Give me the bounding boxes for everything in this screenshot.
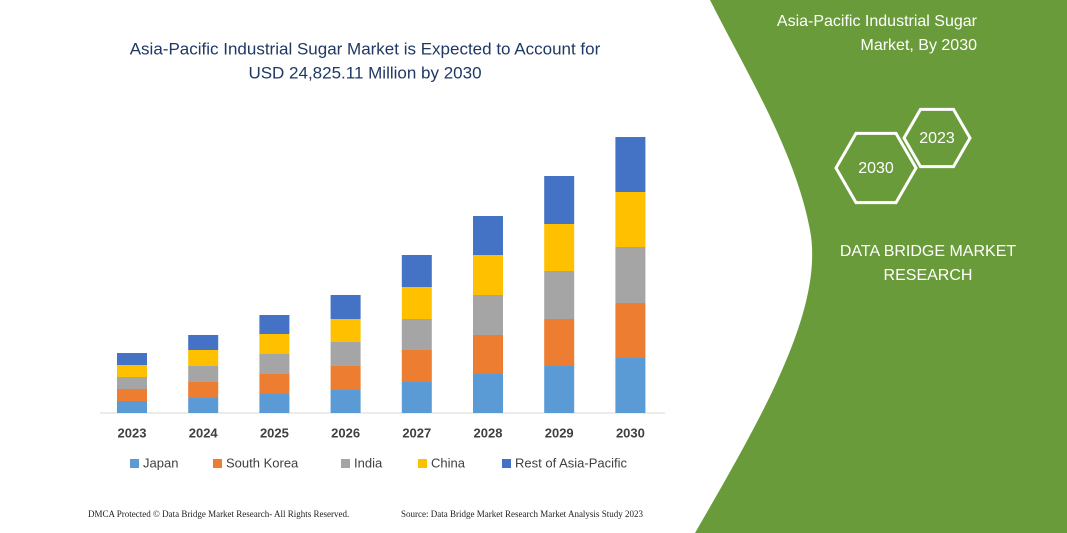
bar-segment [188, 350, 219, 366]
bar-segment [544, 319, 575, 366]
bar-segment [259, 394, 290, 413]
bar-segment [401, 255, 432, 287]
bar-segment [188, 366, 219, 382]
bar-segment [473, 255, 503, 295]
bar-segment [544, 176, 575, 224]
x-tick-label: 2023 [118, 425, 147, 440]
bar-segment [401, 350, 432, 382]
panel-heading: Asia-Pacific Industrial Sugar [777, 13, 978, 30]
x-tick-label: 2025 [260, 425, 289, 440]
legend-label: Rest of Asia-Pacific [515, 455, 627, 470]
bar-segment [544, 271, 575, 319]
legend-label: Japan [143, 455, 178, 470]
legend-swatch [130, 459, 139, 468]
bar-segment [401, 287, 432, 319]
bar-segment [259, 315, 290, 334]
x-tick-label: 2027 [402, 425, 431, 440]
bar-segment [401, 319, 432, 350]
bar-segment [473, 335, 503, 374]
hexagon-label: 2023 [919, 130, 955, 147]
bar-segment [401, 382, 432, 413]
bar-segment [117, 353, 147, 365]
bar-segment [188, 382, 219, 398]
bar-segment [544, 366, 575, 413]
bar-segment [117, 389, 147, 401]
bar-segment [259, 354, 290, 374]
bar-segment [117, 365, 147, 377]
x-tick-label: 2028 [474, 425, 503, 440]
bar-segment [117, 377, 147, 389]
hexagon-label: 2030 [858, 160, 894, 177]
brand-name: RESEARCH [884, 267, 973, 284]
bar-segment [615, 137, 646, 192]
bar-segment [330, 342, 361, 366]
bar-segment [544, 224, 575, 271]
bar-segment [615, 247, 646, 303]
x-tick-label: 2024 [189, 425, 219, 440]
bar-segment [330, 366, 361, 390]
legend-label: South Korea [226, 455, 299, 470]
legend-swatch [213, 459, 222, 468]
legend-swatch [418, 459, 427, 468]
bar-segment [188, 398, 219, 413]
bar-segment [330, 295, 361, 319]
bar-segment [330, 390, 361, 413]
x-tick-label: 2026 [331, 425, 360, 440]
x-tick-label: 2030 [616, 425, 645, 440]
side-panel [695, 0, 1067, 533]
bar-segment [117, 401, 147, 413]
footer-text: Source: Data Bridge Market Research Mark… [401, 509, 643, 519]
legend-label: China [431, 455, 466, 470]
hexagon [834, 131, 918, 205]
chart-title: Asia-Pacific Industrial Sugar Market is … [130, 39, 601, 58]
footer-text: DMCA Protected © Data Bridge Market Rese… [88, 509, 349, 519]
bar-segment [330, 319, 361, 342]
legend-swatch [341, 459, 350, 468]
legend-swatch [502, 459, 511, 468]
panel-heading: Market, By 2030 [861, 37, 978, 54]
bar-segment [473, 216, 503, 255]
x-tick-label: 2029 [545, 425, 574, 440]
legend-label: India [354, 455, 383, 470]
chart-title: USD 24,825.11 Million by 2030 [248, 63, 481, 82]
bar-segment [615, 192, 646, 247]
bar-segment [188, 335, 219, 350]
bar-segment [259, 374, 290, 394]
bar-segment [473, 374, 503, 413]
bar-segment [473, 295, 503, 335]
bar-segment [259, 334, 290, 354]
brand-name: DATA BRIDGE MARKET [840, 243, 1017, 260]
hexagon [902, 107, 972, 169]
bar-segment [615, 303, 646, 358]
bar-segment [615, 358, 646, 413]
